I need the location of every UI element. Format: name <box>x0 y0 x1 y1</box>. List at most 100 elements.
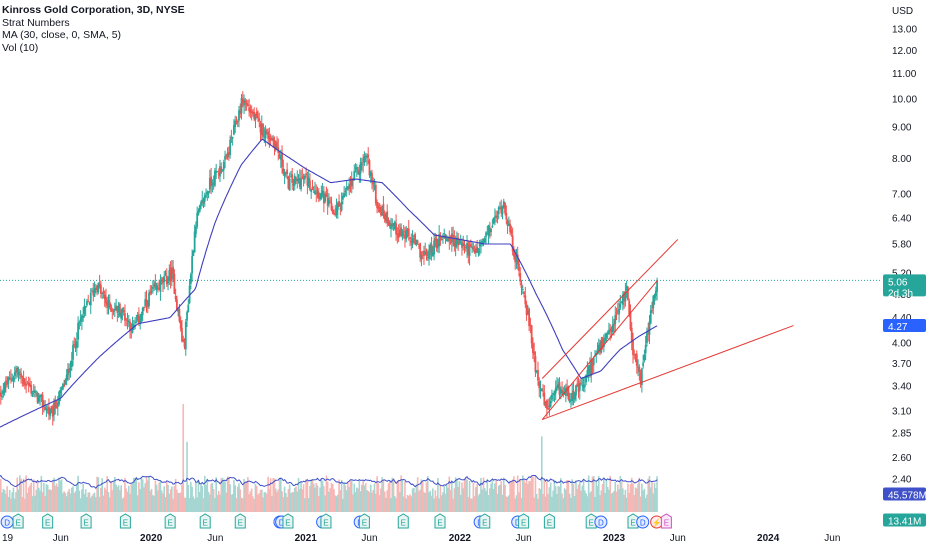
candle-body[interactable] <box>403 231 405 232</box>
event-marker-E[interactable]: E <box>544 514 554 528</box>
candle-body[interactable] <box>609 329 611 332</box>
candle-body[interactable] <box>412 238 414 245</box>
candle-body[interactable] <box>257 117 259 118</box>
candle-body[interactable] <box>237 121 239 122</box>
candle-body[interactable] <box>472 247 474 249</box>
event-marker-E[interactable]: E <box>13 514 23 528</box>
candle-body[interactable] <box>229 140 231 155</box>
candle-body[interactable] <box>417 241 419 245</box>
candle-body[interactable] <box>124 313 126 320</box>
legend-strat-numbers[interactable]: Strat Numbers <box>2 17 185 30</box>
candle-body[interactable] <box>360 162 362 173</box>
candle-body[interactable] <box>650 310 652 323</box>
candle-body[interactable] <box>49 409 51 416</box>
candle-body[interactable] <box>505 213 507 220</box>
candle-body[interactable] <box>533 352 535 355</box>
candle-body[interactable] <box>408 229 410 237</box>
candle-body[interactable] <box>78 322 80 323</box>
candle-body[interactable] <box>355 171 357 172</box>
candle-body[interactable] <box>329 202 331 203</box>
candle-body[interactable] <box>256 112 258 118</box>
candle-body[interactable] <box>361 164 363 165</box>
candle-body[interactable] <box>541 388 543 391</box>
candle-body[interactable] <box>309 181 311 190</box>
candle-body[interactable] <box>73 344 75 346</box>
candle-body[interactable] <box>484 238 486 243</box>
candle-body[interactable] <box>379 207 381 212</box>
candle-body[interactable] <box>142 308 144 315</box>
trend-line-upper[interactable] <box>542 239 678 378</box>
candle-body[interactable] <box>6 383 8 384</box>
candle-body[interactable] <box>160 280 162 292</box>
candle-body[interactable] <box>345 191 347 192</box>
event-marker-E[interactable]: E <box>480 514 490 528</box>
candle-body[interactable] <box>35 391 37 392</box>
candle-body[interactable] <box>214 171 216 186</box>
candle-body[interactable] <box>305 174 307 175</box>
candle-body[interactable] <box>295 178 297 179</box>
candle-body[interactable] <box>18 373 20 376</box>
candle-body[interactable] <box>636 354 638 366</box>
event-marker-D[interactable]: D <box>637 516 649 528</box>
event-marker-E[interactable]: E <box>519 514 529 528</box>
candle-body[interactable] <box>186 312 188 320</box>
candle-body[interactable] <box>173 274 175 294</box>
candle-body[interactable] <box>87 301 89 302</box>
candle-body[interactable] <box>497 216 499 217</box>
candle-body[interactable] <box>504 203 506 213</box>
candle-body[interactable] <box>94 289 96 297</box>
candle-body[interactable] <box>405 230 407 239</box>
legend-volume[interactable]: Vol (10) <box>2 42 185 55</box>
candle-body[interactable] <box>478 249 480 253</box>
chart-legend[interactable]: Kinross Gold Corporation, 3D, NYSE Strat… <box>2 4 185 54</box>
candle-body[interactable] <box>550 401 552 407</box>
candle-body[interactable] <box>493 217 495 223</box>
candle-body[interactable] <box>490 229 492 232</box>
candle-body[interactable] <box>111 310 113 311</box>
candle-body[interactable] <box>16 368 18 373</box>
event-marker-split[interactable]: ⚡ <box>651 516 663 528</box>
candle-body[interactable] <box>441 239 443 240</box>
candle-body[interactable] <box>522 289 524 290</box>
candle-body[interactable] <box>175 296 177 299</box>
candle-body[interactable] <box>72 345 74 360</box>
candle-body[interactable] <box>70 368 72 370</box>
candle-body[interactable] <box>176 299 178 309</box>
candle-body[interactable] <box>181 328 183 341</box>
candle-body[interactable] <box>428 251 430 259</box>
candle-body[interactable] <box>100 285 102 294</box>
candle-body[interactable] <box>518 264 520 272</box>
candle-body[interactable] <box>642 363 644 367</box>
candle-body[interactable] <box>633 355 635 356</box>
candle-body[interactable] <box>195 227 197 234</box>
candle-body[interactable] <box>579 383 581 391</box>
candle-body[interactable] <box>645 345 647 353</box>
candle-body[interactable] <box>172 267 174 274</box>
candle-body[interactable] <box>575 385 577 395</box>
candle-body[interactable] <box>120 313 122 319</box>
candle-body[interactable] <box>618 309 620 315</box>
candle-body[interactable] <box>32 393 34 394</box>
candle-body[interactable] <box>65 380 67 385</box>
candle-body[interactable] <box>76 341 78 348</box>
price-axis[interactable]: USD13.0012.0011.0010.009.008.007.006.405… <box>892 6 917 486</box>
event-marker-E[interactable]: E <box>398 514 408 528</box>
candle-body[interactable] <box>510 230 512 233</box>
legend-symbol-title[interactable]: Kinross Gold Corporation, 3D, NYSE <box>2 4 185 17</box>
candle-body[interactable] <box>289 179 291 191</box>
candle-body[interactable] <box>13 378 15 381</box>
event-marker-D[interactable]: D <box>1 516 13 528</box>
candle-body[interactable] <box>409 237 411 239</box>
candle-body[interactable] <box>426 252 428 256</box>
candle-body[interactable] <box>644 355 646 361</box>
candle-body[interactable] <box>163 276 165 282</box>
candle-body[interactable] <box>627 287 629 300</box>
event-marker-E_upcoming[interactable]: E <box>661 514 671 528</box>
event-marker-D[interactable]: D <box>595 516 607 528</box>
candle-body[interactable] <box>628 301 630 314</box>
candle-body[interactable] <box>58 392 60 405</box>
candle-body[interactable] <box>262 124 264 137</box>
candle-body[interactable] <box>286 170 288 175</box>
candle-body[interactable] <box>498 207 500 214</box>
